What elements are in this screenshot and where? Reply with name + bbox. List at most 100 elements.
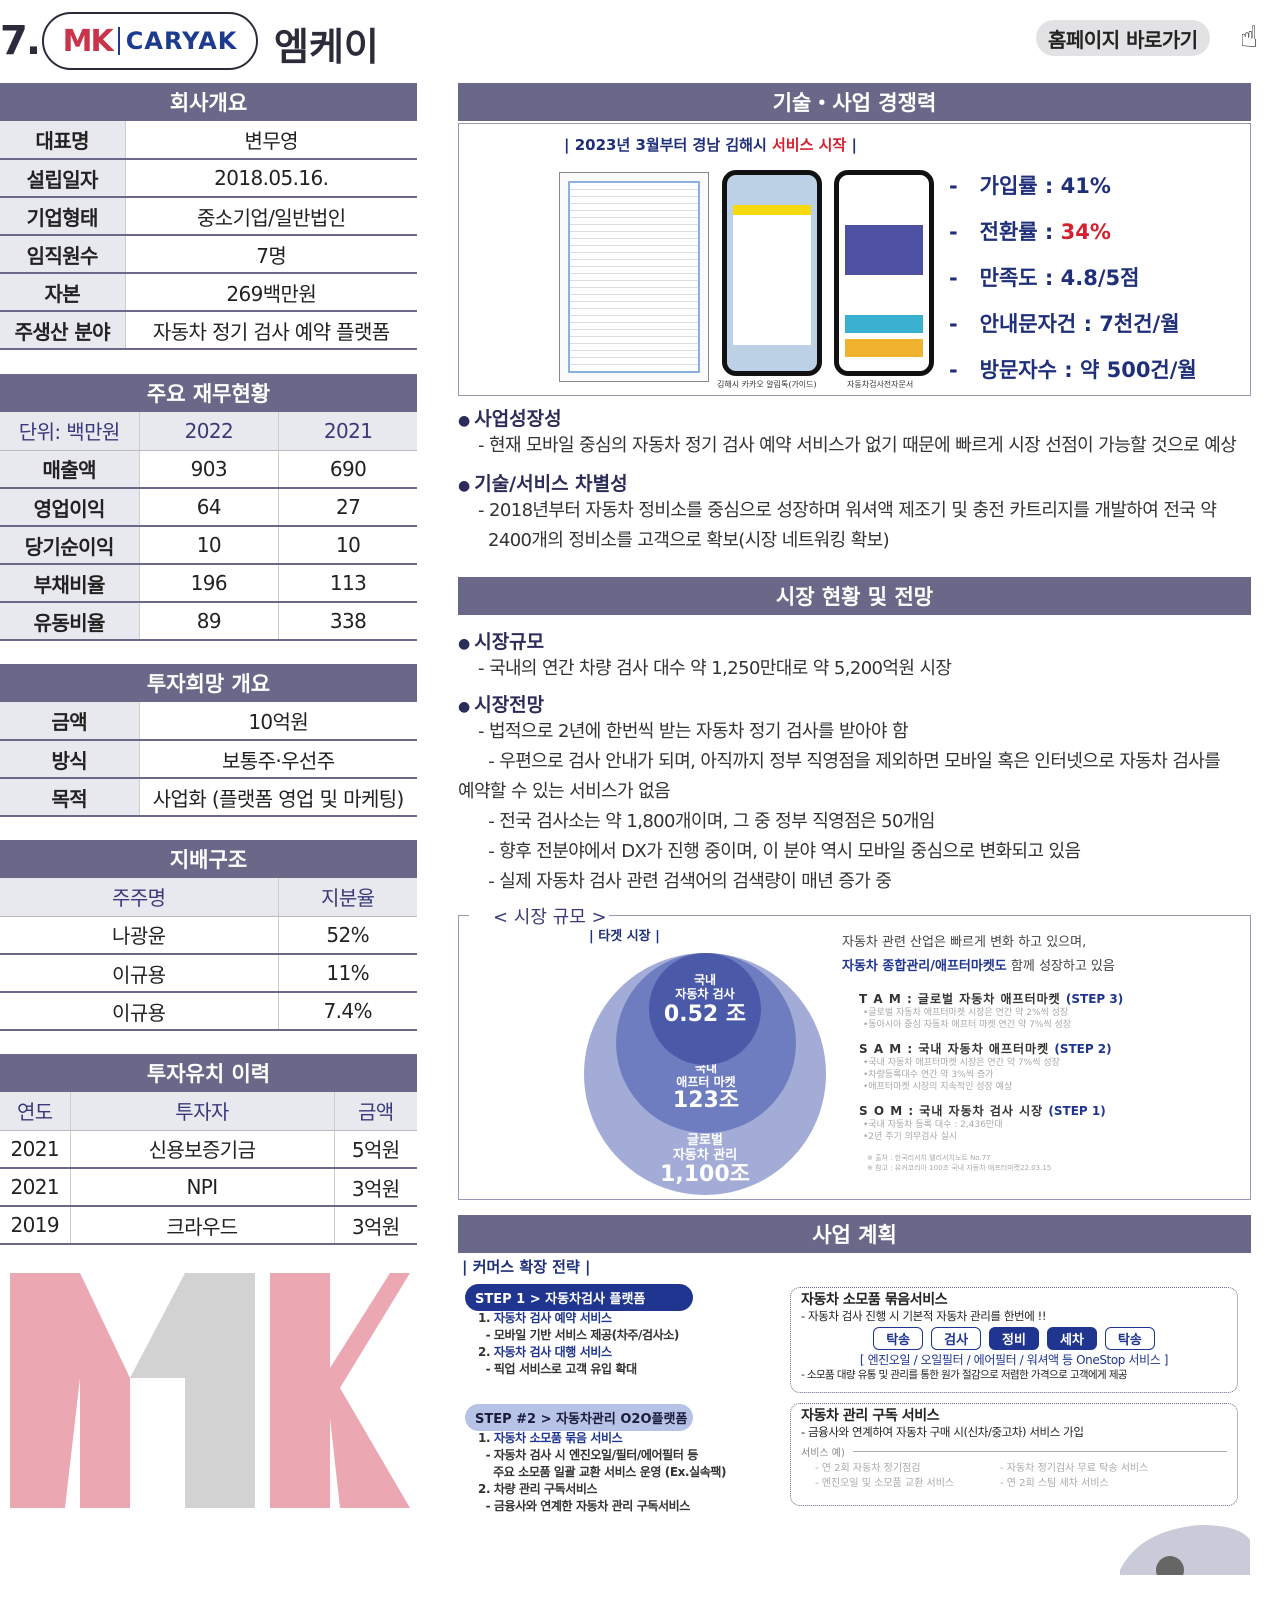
subscription-service-box: 자동차 관리 구독 서비스 - 금융사와 연계하여 자동차 구매 시(신차/중고… [790,1403,1238,1506]
service-example: - 연 2회 자동차 정기점검 [815,1463,921,1474]
field-value: 2018.05.16. [125,159,417,198]
circle-label: 애프터 마켓 [676,1075,736,1089]
value-2021: 113 [278,564,417,603]
tier-note: •2년 주기 의무검사 실시 [863,1132,958,1142]
source-line: ※ 출처 : 한국리서치 텔리서치노트 No.77 [867,1154,991,1162]
plan-title: 사업 계획 [458,1215,1251,1253]
history-row: 2021 신용보증기금 5억원 [0,1130,417,1169]
field-label: 방식 [0,740,140,779]
overview-row: 기업형태 중소기업/일반법인 [0,197,417,236]
plan-highlight: 자동차 검사 예약 서비스 [493,1311,612,1325]
tech-title: 기술・사업 경쟁력 [458,83,1251,121]
tier-note: •국내 자동차 등록 대수 : 2,436만대 [863,1120,1003,1130]
governance-table: 주주명 지분율 나광윤 52% 이규용 11% 이규용 7.4% [0,878,417,1031]
value-2022: 196 [139,564,280,603]
field-label: 주생산 분야 [0,311,126,350]
metric-label: 당기순이익 [0,526,140,565]
market-title: 시장 현황 및 전망 [458,577,1251,615]
process-chip: 세차 [1046,1327,1097,1350]
diff-text: - 2018년부터 자동차 정비소를 중심으로 성장하며 워셔액 제조기 및 충… [478,500,1217,521]
tier-name: S A M : 국내 자동차 애프터마켓 [859,1042,1055,1056]
bundle-note: - 소모품 대량 유통 및 관리를 통한 원가 절감으로 저렴한 가격으로 고객… [801,1369,1128,1381]
overview-title: 회사개요 [0,83,417,121]
tech-box: | 2023년 3월부터 경남 김해시 서비스 시작 | 김해시 카카오 알림톡… [458,123,1251,396]
market-box-label: < 시장 규모 > [493,907,607,928]
stat-item: - 안내문자건 : 7천건/월 [949,312,1180,336]
banner-text: | 2023년 3월부터 경남 김해시 [564,136,772,154]
share-header: 지분율 [278,878,417,917]
year-header: 2022 [139,412,280,451]
plan-text: - 자동차 검사 시 엔진오일/필터/에어필터 등 [478,1448,699,1462]
investment-section: 투자희망 개요 금액 10억원 방식 보통주·우선주 목적 사업화 (플랫폼 영업 및 마… [0,664,417,817]
subscription-title: 자동차 관리 구독 서비스 [801,1408,940,1424]
tier-name: S O M : 국내 자동차 검사 시장 [859,1104,1049,1118]
banner-suffix: | [846,136,857,154]
shareholder-row: 이규용 11% [0,954,417,993]
history-row: 2021 NPI 3억원 [0,1168,417,1207]
field-label: 금액 [0,702,140,741]
shareholder-row: 이규용 7.4% [0,992,417,1031]
tier: S O M : 국내 자동차 검사 시장 (STEP 1) •국내 자동차 등록 … [859,1103,1244,1143]
field-label: 기업형태 [0,197,126,236]
market-text: 시장규모 - 국내의 연간 차량 검사 대수 약 1,250만대로 약 5,20… [458,627,1251,897]
investment-row: 방식 보통주·우선주 [0,740,417,779]
kakao-phone-image [722,170,822,376]
investor: NPI [70,1168,335,1207]
caption-kakao: 김해시 카카오 알림톡(가이드) [717,380,817,389]
service-banner: | 2023년 3월부터 경남 김해시 서비스 시작 | [564,134,857,155]
tier-step: (STEP 2) [1054,1042,1112,1056]
history-table: 연도 투자자 금액 2021 신용보증기금 5억원 2021 NPI 3억원 2019 크라우드 3억… [0,1092,417,1245]
stat-value: 4.8/5점 [1060,266,1140,290]
tier-step: (STEP 1) [1048,1104,1106,1118]
shareholder-name: 나광윤 [0,916,279,955]
stat-item: - 방문자수 : 약 500건/월 [949,358,1197,382]
e-document-phone-image [834,170,934,376]
onestop-text: [ 엔진오일 / 오일필터 / 에어필터 / 워셔액 등 OneStop 서비스… [859,1353,1169,1367]
circle-value: 0.52 조 [663,1002,747,1027]
outlook-line: - 실제 자동차 검사 관련 검색어의 검색량이 매년 증가 중 [478,871,892,892]
intro-highlight: 자동차 종합관리/애프터마켓도 [842,959,1007,974]
plan-text: 2. [478,1345,494,1359]
intro-line: 함께 성장하고 있음 [1006,959,1115,974]
plan-text: 1. [478,1431,494,1445]
process-chips: 탁송 검사 정비 세차 탁송 [801,1327,1227,1350]
agreement-document-image [559,172,709,382]
overview-row: 설립일자 2018.05.16. [0,159,417,198]
stat-item: - 만족도 : 4.8/5점 [949,266,1140,290]
plan-line: - 픽업 서비스로 고객 유입 확대 [478,1361,783,1378]
field-value: 보통주·우선주 [139,740,417,779]
financial-row: 유동비율 89 338 [0,602,417,641]
year: 2019 [0,1206,71,1245]
year: 2021 [0,1168,71,1207]
tier-step: (STEP 3) [1065,992,1124,1006]
amount: 5억원 [334,1130,417,1169]
bundle-service-box: 자동차 소모품 묶음서비스 - 자동차 검사 진행 시 기본적 자동차 관리를 … [790,1287,1238,1393]
outlook-line: - 법적으로 2년에 한번씩 받는 자동차 정기 검사를 받아야 함 [478,721,909,742]
overview-row: 대표명 변무영 [0,121,417,160]
financial-row: 부채비율 196 113 [0,564,417,603]
investor: 크라우드 [70,1206,335,1245]
share-percent: 52% [278,916,417,955]
diff-text-2: 2400개의 정비소를 고객으로 확보(시장 네트워킹 확보) [488,530,890,551]
plan-text: - 픽업 서비스로 고객 유입 확대 [478,1362,638,1376]
value-2022: 89 [139,602,280,641]
plan-line: 1. 자동차 소모품 묶음 서비스 [478,1430,783,1447]
unit-label: 단위: 백만원 [0,412,140,451]
year-header: 연도 [0,1092,71,1131]
investor: 신용보증기금 [70,1130,335,1169]
investment-row: 금액 10억원 [0,702,417,741]
amount: 3억원 [334,1168,417,1207]
service-example: - 엔진오일 및 소모품 교환 서비스 [815,1478,955,1489]
circle-label: 자동차 검사 [675,987,735,1001]
overview-table: 대표명 변무영 설립일자 2018.05.16. 기업형태 중소기업/일반법인 임직원수 7명… [0,121,417,350]
service-example: - 자동차 정기검사 무료 탁송 서비스 [1000,1463,1149,1474]
stat-item: - 가입률 : 41% [949,174,1111,198]
process-chip: 탁송 [1104,1327,1155,1350]
pointer-hand-icon: ☝ [1240,20,1259,55]
process-chip: 검사 [931,1327,982,1350]
homepage-button[interactable]: 홈페이지 바로가기 [1036,20,1210,56]
field-value: 269백만원 [125,273,417,312]
field-label: 목적 [0,778,140,817]
overview-row: 자본 269백만원 [0,273,417,312]
tier-note: •국내 자동차 애프터마켓 시장은 연간 약 7%씩 성장 [863,1058,1060,1068]
